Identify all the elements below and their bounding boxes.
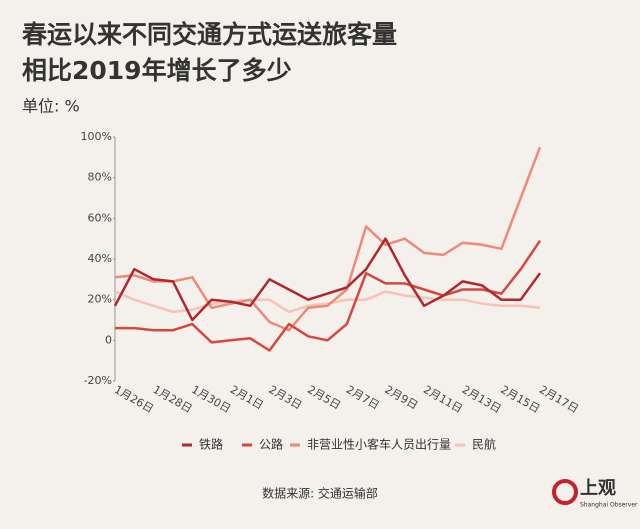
y-tick-label: 20% [88, 293, 112, 306]
logo: 上观 Shanghai Observer [552, 478, 638, 509]
chart-title: 相比2019年增长了多少 [22, 56, 292, 85]
chart-title: 春运以来不同交通方式运送旅客量 [22, 20, 397, 49]
y-tick-label: 0 [105, 333, 112, 346]
series-line [114, 290, 541, 314]
series-line [115, 239, 542, 352]
y-tick-label: 100% [81, 130, 112, 143]
legend-label: 铁路 [199, 437, 223, 452]
y-tick-label: 40% [88, 252, 112, 265]
logo-icon [552, 479, 578, 505]
legend-label: 公路 [259, 437, 283, 452]
y-tick-label: 80% [88, 171, 112, 184]
series-line [113, 237, 542, 322]
series-line [114, 146, 542, 332]
logo-name: 上观 [580, 478, 616, 499]
legend-label: 非营业性小客车人员出行量 [307, 437, 451, 452]
legend-label: 民航 [472, 437, 496, 452]
source: 数据来源: 交通运输部 [262, 486, 378, 501]
y-tick-label: 60% [88, 211, 112, 224]
logo-subtitle: Shanghai Observer [580, 502, 638, 509]
y-tick-label: -20% [84, 374, 112, 387]
unit-label: 单位: % [22, 97, 80, 116]
